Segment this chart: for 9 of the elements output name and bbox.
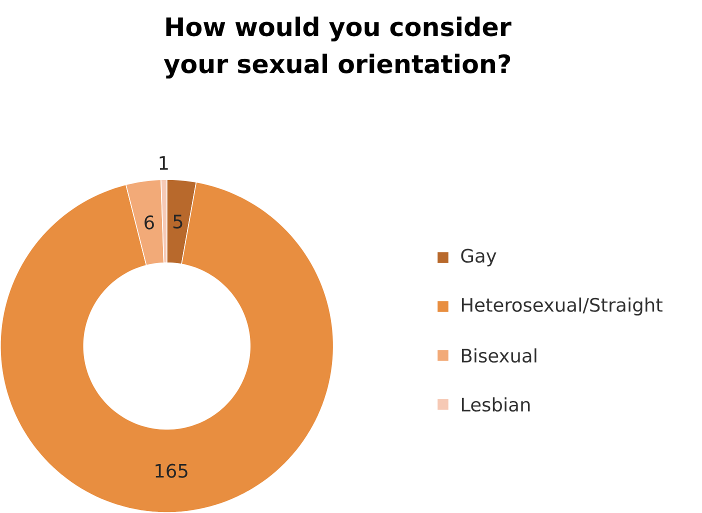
data-label: 5 [173,214,182,229]
chart-title: How would you consider your sexual orientation? [164,16,512,79]
legend-label: Lesbian [462,397,530,412]
data-label: 165 [156,464,188,478]
data-label: 1 [160,156,168,170]
legend-label: Gay [461,248,496,266]
legend-label: Bisexual [462,348,536,363]
legend-label: Heterosexual/Straight [462,298,662,316]
data-label: 6 [144,215,154,230]
